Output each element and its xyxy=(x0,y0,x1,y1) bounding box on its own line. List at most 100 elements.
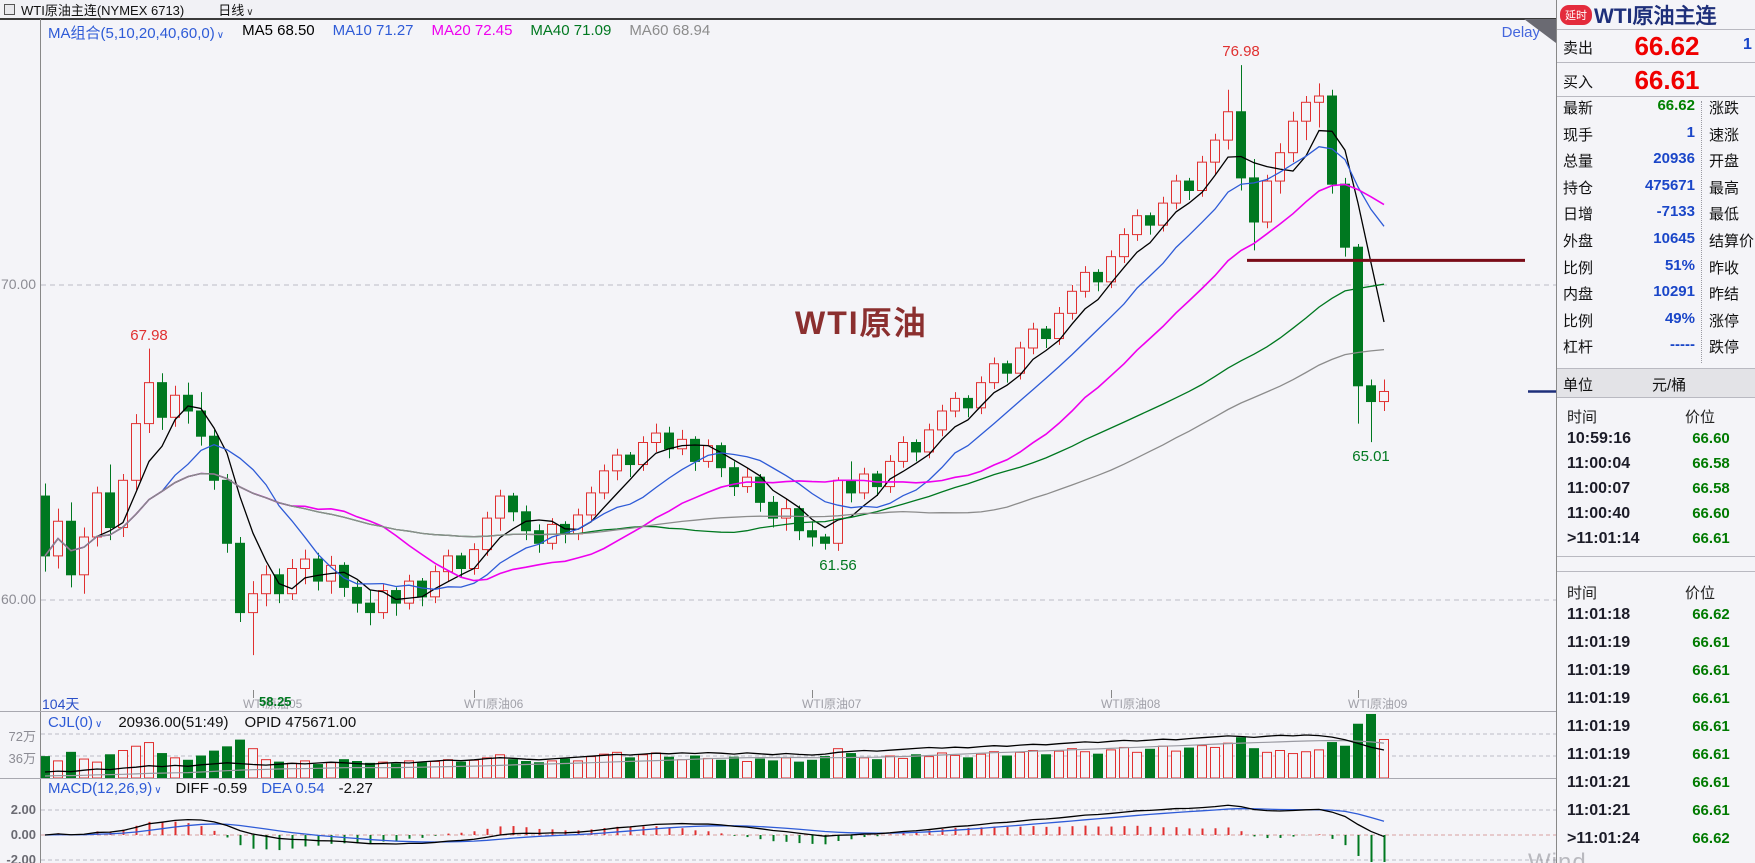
volume-bar xyxy=(508,759,518,779)
time-column-header: 时间 xyxy=(1567,409,1598,426)
candle-up xyxy=(1119,234,1129,258)
volume-bar xyxy=(430,761,440,779)
tick-time: 11:01:19 xyxy=(1567,746,1631,763)
tick-time: 11:01:19 xyxy=(1567,690,1631,707)
quote-row: 比例 51% 昨收 xyxy=(1557,257,1755,283)
candle-up xyxy=(261,574,271,595)
volume-bar xyxy=(1262,751,1272,779)
candle-down xyxy=(963,397,973,409)
quote-label: 杠杆 xyxy=(1563,339,1594,357)
candle-up xyxy=(170,394,180,418)
quote-row: 总量 20936 开盘 xyxy=(1557,150,1755,176)
volume-bar xyxy=(1054,750,1064,779)
candle-up xyxy=(950,397,960,412)
open-interest-line xyxy=(44,734,1385,773)
volume-bar xyxy=(1093,753,1103,779)
volume-bar xyxy=(755,758,765,779)
ask-row[interactable]: 卖出 66.62 1 xyxy=(1557,29,1755,63)
candle-up xyxy=(1197,161,1207,191)
volume-bar xyxy=(781,757,791,779)
volume-indicator-selector[interactable]: CJL(0) ∨ xyxy=(48,714,102,731)
volume-bar xyxy=(898,757,908,779)
volume-bar xyxy=(1028,750,1038,779)
candle-up xyxy=(1015,347,1025,374)
candle-up xyxy=(79,536,89,576)
volume-bar xyxy=(768,760,778,779)
ma-combo-selector[interactable]: MA组合(5,10,20,40,60,0) ∨ xyxy=(48,22,224,43)
price-extreme-label: 76.98 xyxy=(1222,43,1260,61)
ma-combo-label: MA组合(5,10,20,40,60,0) xyxy=(48,25,215,42)
candle-down xyxy=(1041,328,1051,340)
instrument-title: WTI原油主连(NYMEX 6713) xyxy=(21,2,185,18)
volume-bar xyxy=(1197,745,1207,779)
candle-down xyxy=(1249,177,1259,223)
quote-value: 10645 xyxy=(1653,230,1695,247)
macd-diff-value: DIFF -0.59 xyxy=(175,780,248,797)
volume-bar xyxy=(1340,745,1350,779)
candle-down xyxy=(768,501,778,519)
quote-right-label: 涨停 xyxy=(1709,312,1740,330)
corner-fold-icon[interactable] xyxy=(1524,19,1556,43)
tick-price: 66.62 xyxy=(1692,830,1730,847)
candle-down xyxy=(729,467,739,488)
candle-up xyxy=(482,517,492,551)
quote-right-label: 最高 xyxy=(1709,179,1740,197)
volume-bar xyxy=(417,762,427,779)
quote-row: 日增 -7133 最低 xyxy=(1557,203,1755,229)
dea-line xyxy=(44,807,1385,843)
macd-pane-header: MACD(12,26,9) ∨ DIFF -0.59 DEA 0.54 -2.27 xyxy=(48,780,373,797)
volume-bar xyxy=(1015,751,1025,779)
ma40-line xyxy=(44,283,1385,557)
volume-bar xyxy=(443,759,453,779)
quote-grid: 最新 66.62 涨跌 现手 1 速涨 总量 20936 开盘 持仓 475671 最高 日增 -7133… xyxy=(1557,97,1755,367)
unit-value: 元/桶 xyxy=(1652,377,1687,394)
candle-down xyxy=(1236,111,1246,179)
tick-price: 66.61 xyxy=(1692,774,1730,791)
candle-up xyxy=(638,442,648,466)
price-column-header: 价位 xyxy=(1685,409,1716,426)
quote-right-label: 昨收 xyxy=(1709,259,1740,277)
volume-bar xyxy=(599,753,609,779)
macd-indicator-selector[interactable]: MACD(12,26,9) ∨ xyxy=(48,780,162,797)
quote-row: 外盘 10645 结算价 xyxy=(1557,230,1755,256)
ma-value: MA40 71.09 xyxy=(530,22,612,39)
candle-up xyxy=(495,495,505,519)
candle-up xyxy=(924,429,934,453)
tick-time: 11:01:18 xyxy=(1567,606,1631,623)
bid-row[interactable]: 买入 66.61 xyxy=(1557,63,1755,97)
quote-label: 内盘 xyxy=(1563,286,1594,304)
quote-label: 日增 xyxy=(1563,206,1594,224)
volume-bar xyxy=(287,762,297,779)
macd-axis-label: 2.00 xyxy=(10,802,36,817)
volume-bar xyxy=(1223,742,1233,779)
volume-bar xyxy=(456,761,466,779)
candle-up xyxy=(1301,101,1311,122)
ma-value: MA5 68.50 xyxy=(242,22,315,39)
tick-time: 11:01:19 xyxy=(1567,662,1631,679)
candle-up xyxy=(586,492,596,516)
quote-panel-header: 延时 WTI原油主连 xyxy=(1557,0,1755,30)
candle-up xyxy=(248,593,258,614)
period-selector[interactable]: 日线 ∨ xyxy=(218,0,253,19)
candle-up xyxy=(1275,152,1285,182)
candle-up xyxy=(1132,215,1142,236)
price-axis-label: 60.00 xyxy=(0,591,36,607)
quote-right-label: 跌停 xyxy=(1709,339,1740,357)
open-interest-value: OPID 475671.00 xyxy=(244,714,357,731)
candle-down xyxy=(1327,95,1337,185)
candle-down xyxy=(183,394,193,412)
volume-bar xyxy=(807,759,817,779)
candle-down xyxy=(820,536,830,544)
volume-bar xyxy=(235,739,245,779)
unit-label: 单位 xyxy=(1563,377,1594,394)
volume-bar xyxy=(1145,748,1155,779)
candle-down xyxy=(755,476,765,503)
window-icon xyxy=(4,3,15,15)
price-extreme-label: 67.98 xyxy=(130,326,168,344)
volume-bar xyxy=(872,759,882,779)
volume-bar xyxy=(1106,749,1116,779)
candle-down xyxy=(157,382,167,418)
candle-down xyxy=(196,410,206,437)
